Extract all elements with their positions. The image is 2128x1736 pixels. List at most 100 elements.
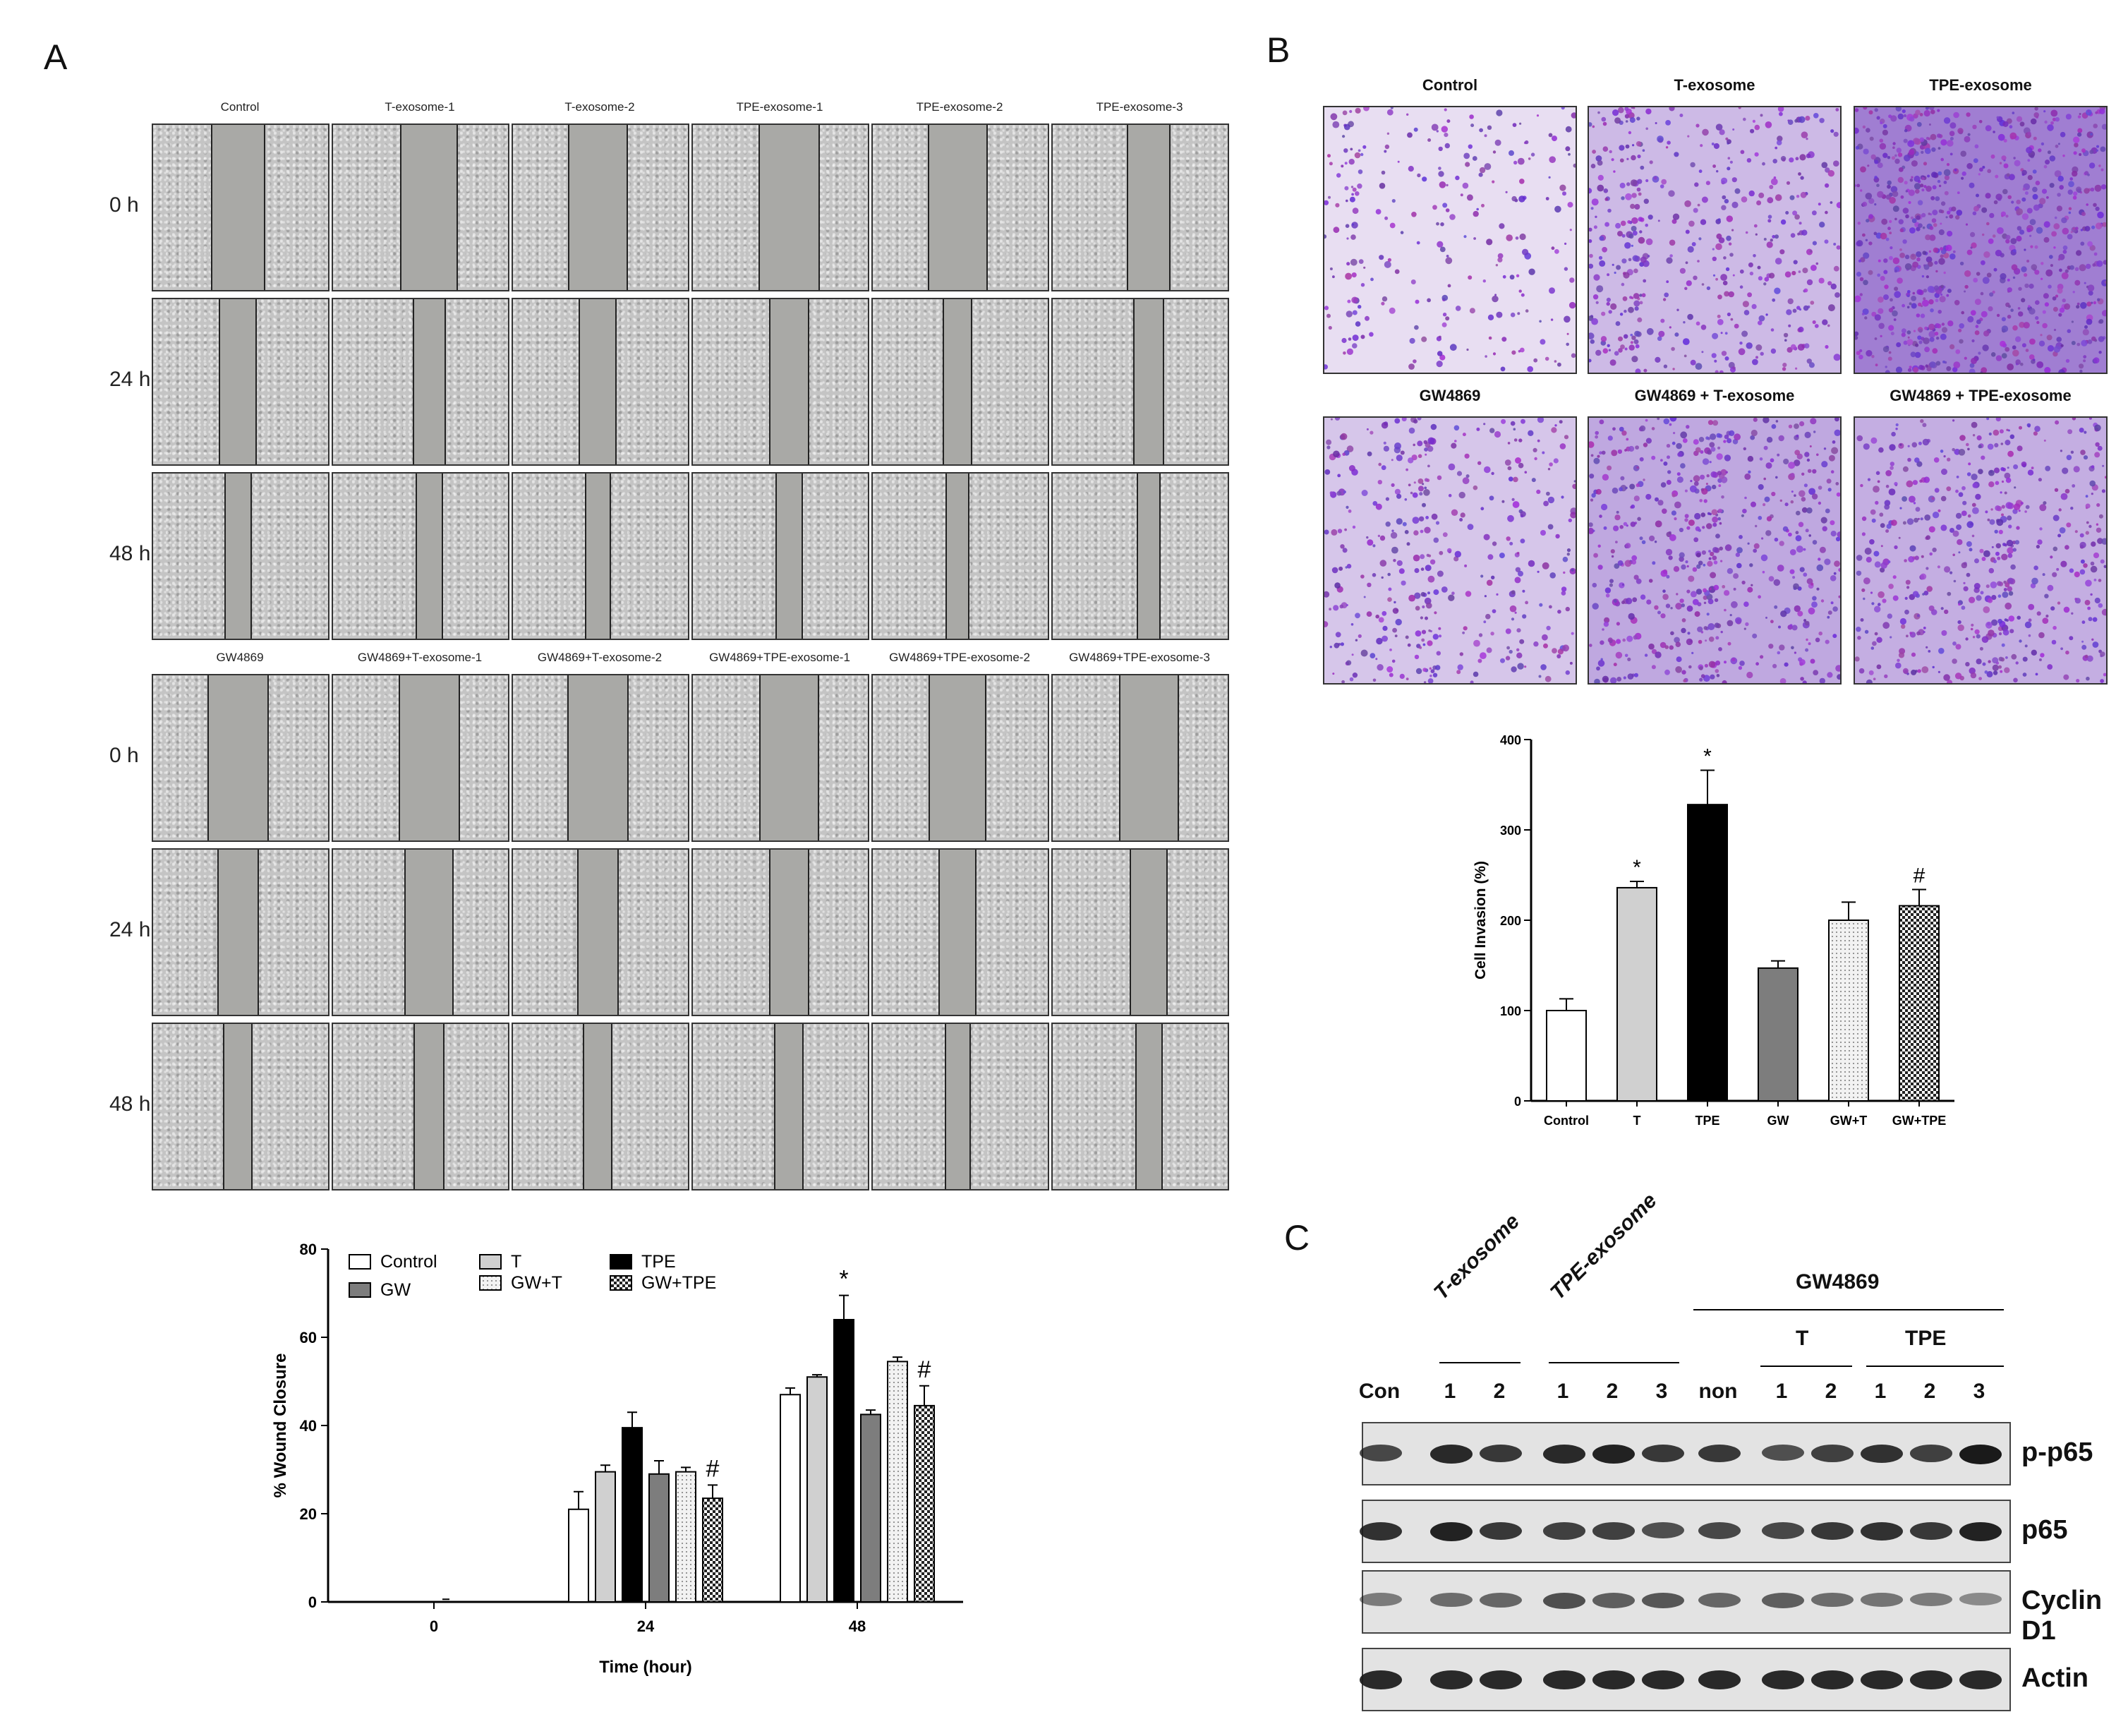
- wound-gap: [207, 675, 269, 840]
- invasion-micrograph: [1854, 416, 2108, 685]
- lane-label: 3: [1973, 1380, 1985, 1403]
- column-label: GW4869: [216, 651, 264, 664]
- bar-control: [1546, 1010, 1587, 1102]
- wound-gap: [945, 474, 969, 639]
- legend-swatch: [349, 1254, 371, 1270]
- protein-band: [1959, 1445, 2002, 1464]
- stained-cells: [1855, 418, 2106, 683]
- row-label: 0 h: [109, 744, 139, 767]
- bar-gw: [1758, 967, 1798, 1102]
- wound-gap: [404, 850, 454, 1015]
- wound-gap: [211, 125, 265, 290]
- column-label: GW4869+TPE-exosome-2: [889, 651, 1030, 664]
- wound-micrograph: [871, 848, 1049, 1016]
- protein-band: [1430, 1445, 1473, 1464]
- image-label: GW4869 + T-exosome: [1634, 387, 1795, 404]
- stained-cells: [1324, 107, 1576, 373]
- wound-gap: [583, 1024, 612, 1189]
- protein-band: [1698, 1522, 1741, 1539]
- protein-band: [1592, 1670, 1635, 1689]
- wound-gap: [769, 299, 809, 464]
- wound-gap: [928, 125, 988, 290]
- wound-gap: [1135, 1024, 1163, 1189]
- protein-band: [1811, 1593, 1854, 1608]
- protein-band: [1910, 1670, 1952, 1689]
- y-axis-label: Cell Invasion (%): [1473, 861, 1489, 979]
- protein-band: [1762, 1522, 1804, 1539]
- group-label-gw4869: GW4869: [1796, 1270, 1880, 1294]
- y-tick-label: 100: [1500, 1004, 1521, 1018]
- y-tick-label: 20: [300, 1505, 317, 1523]
- x-axis-label: Time (hour): [599, 1658, 692, 1677]
- bar-gwt: [1828, 920, 1869, 1102]
- y-tick-label: 0: [1514, 1095, 1521, 1109]
- bar-gw: [648, 1473, 670, 1603]
- x-tick-label: Control: [1544, 1114, 1589, 1128]
- protein-band: [1811, 1445, 1854, 1462]
- image-label: GW4869 + TPE-exosome: [1890, 387, 2072, 404]
- wound-micrograph: [512, 472, 689, 640]
- lane-label: 2: [1493, 1380, 1506, 1403]
- lane-label: non: [1698, 1380, 1738, 1403]
- legend-swatch: [349, 1282, 371, 1298]
- blot-label: p65: [2021, 1515, 2068, 1545]
- protein-band: [1543, 1593, 1585, 1610]
- protein-band: [1698, 1445, 1741, 1463]
- group-bracket: [1549, 1362, 1679, 1363]
- wound-closure-chart: 0 20 40 60 80 % Wound Closure Time (hour) 0 24 #4…: [271, 1241, 963, 1677]
- wound-gap: [413, 1024, 445, 1189]
- x-tick-label: 48: [849, 1617, 866, 1635]
- panel-label-c: C: [1284, 1218, 1310, 1258]
- bar-tpe: [622, 1427, 643, 1603]
- wound-gap: [224, 474, 252, 639]
- bar-t: [1616, 886, 1657, 1102]
- protein-band: [1861, 1593, 1903, 1607]
- legend-swatch: [479, 1275, 502, 1291]
- bar-gw: [860, 1413, 881, 1603]
- blot-label: Actin: [2021, 1663, 2088, 1693]
- group-bracket: [1866, 1366, 2004, 1367]
- wound-micrograph: [691, 298, 869, 466]
- group-bracket: [1439, 1362, 1521, 1363]
- protein-band: [1762, 1445, 1804, 1461]
- blot-strip-p65: [1360, 1500, 2011, 1563]
- protein-band: [1762, 1670, 1804, 1689]
- y-tick-label: 400: [1500, 733, 1521, 747]
- significance-mark: *: [839, 1266, 848, 1293]
- significance-mark: #: [1914, 864, 1926, 887]
- wound-micrograph: [152, 472, 330, 640]
- bar-tpe: [833, 1319, 854, 1603]
- image-label: T-exosome: [1674, 76, 1755, 94]
- bar-control: [780, 1394, 801, 1603]
- lane-label: 3: [1655, 1380, 1668, 1403]
- protein-band: [1910, 1593, 1952, 1606]
- wound-micrograph: [512, 1023, 689, 1191]
- lane-label: 1: [1556, 1380, 1569, 1403]
- wound-gap: [585, 474, 611, 639]
- wound-gap: [945, 1024, 971, 1189]
- blot-label: Cyclin D1: [2021, 1586, 2103, 1646]
- wound-micrograph: [332, 123, 509, 291]
- column-label: T-exosome-2: [564, 100, 635, 114]
- group-label-tpe-exosome: TPE-exosome: [1545, 1188, 1662, 1305]
- column-label: Control: [220, 100, 260, 114]
- wound-gap: [774, 1024, 804, 1189]
- protein-band: [1910, 1445, 1952, 1462]
- y-tick-label: 60: [300, 1329, 317, 1346]
- protein-band: [1592, 1445, 1635, 1464]
- legend-label: T: [511, 1252, 521, 1272]
- row-label: 48 h: [109, 542, 151, 565]
- protein-band: [1642, 1522, 1684, 1539]
- protein-band: [1642, 1593, 1684, 1609]
- image-label: GW4869: [1419, 387, 1481, 404]
- column-label: T-exosome-1: [385, 100, 455, 114]
- protein-band: [1959, 1593, 2002, 1605]
- wound-gap: [217, 850, 259, 1015]
- protein-band: [1959, 1670, 2002, 1689]
- wound-micrograph: [871, 123, 1049, 291]
- lane-label: 1: [1874, 1380, 1887, 1403]
- wound-gap: [775, 474, 803, 639]
- wound-micrograph: [691, 674, 869, 842]
- column-label: TPE-exosome-3: [1096, 100, 1183, 114]
- protein-band: [1592, 1522, 1635, 1540]
